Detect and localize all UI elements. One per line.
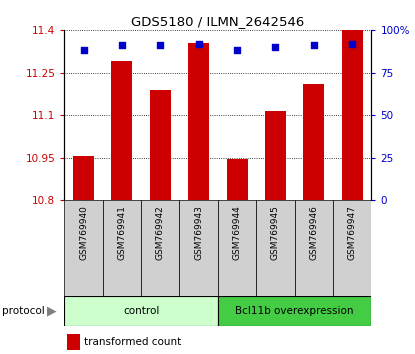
Point — [234, 48, 240, 53]
Point — [349, 41, 356, 46]
Bar — [342, 30, 363, 200]
Bar — [111, 61, 132, 200]
Text: GSM769944: GSM769944 — [232, 205, 242, 259]
Text: protocol: protocol — [2, 306, 45, 316]
Bar — [188, 43, 209, 200]
Text: GSM769947: GSM769947 — [348, 205, 357, 260]
Bar — [303, 84, 325, 200]
Bar — [73, 156, 94, 200]
Bar — [295, 200, 333, 296]
Text: GSM769941: GSM769941 — [117, 205, 127, 260]
Bar — [265, 111, 286, 200]
Point — [119, 42, 125, 48]
Bar — [256, 200, 295, 296]
Bar — [333, 200, 371, 296]
Bar — [218, 200, 256, 296]
Bar — [150, 90, 171, 200]
Text: GSM769940: GSM769940 — [79, 205, 88, 260]
Point — [195, 41, 202, 46]
Bar — [64, 200, 103, 296]
Text: control: control — [123, 306, 159, 316]
Text: GSM769945: GSM769945 — [271, 205, 280, 260]
Text: Bcl11b overexpression: Bcl11b overexpression — [235, 306, 354, 316]
Bar — [103, 200, 141, 296]
Bar — [180, 200, 218, 296]
Point — [272, 44, 279, 50]
Title: GDS5180 / ILMN_2642546: GDS5180 / ILMN_2642546 — [131, 15, 305, 28]
Text: GSM769943: GSM769943 — [194, 205, 203, 260]
Bar — [67, 334, 80, 350]
Bar — [218, 296, 371, 326]
Bar — [141, 200, 180, 296]
Text: GSM769946: GSM769946 — [309, 205, 318, 260]
Text: GSM769942: GSM769942 — [156, 205, 165, 259]
Bar — [227, 159, 248, 200]
Point — [157, 42, 164, 48]
Text: transformed count: transformed count — [84, 337, 181, 347]
Point — [80, 48, 87, 53]
Bar — [64, 296, 218, 326]
Text: ▶: ▶ — [47, 304, 57, 317]
Point — [310, 42, 317, 48]
